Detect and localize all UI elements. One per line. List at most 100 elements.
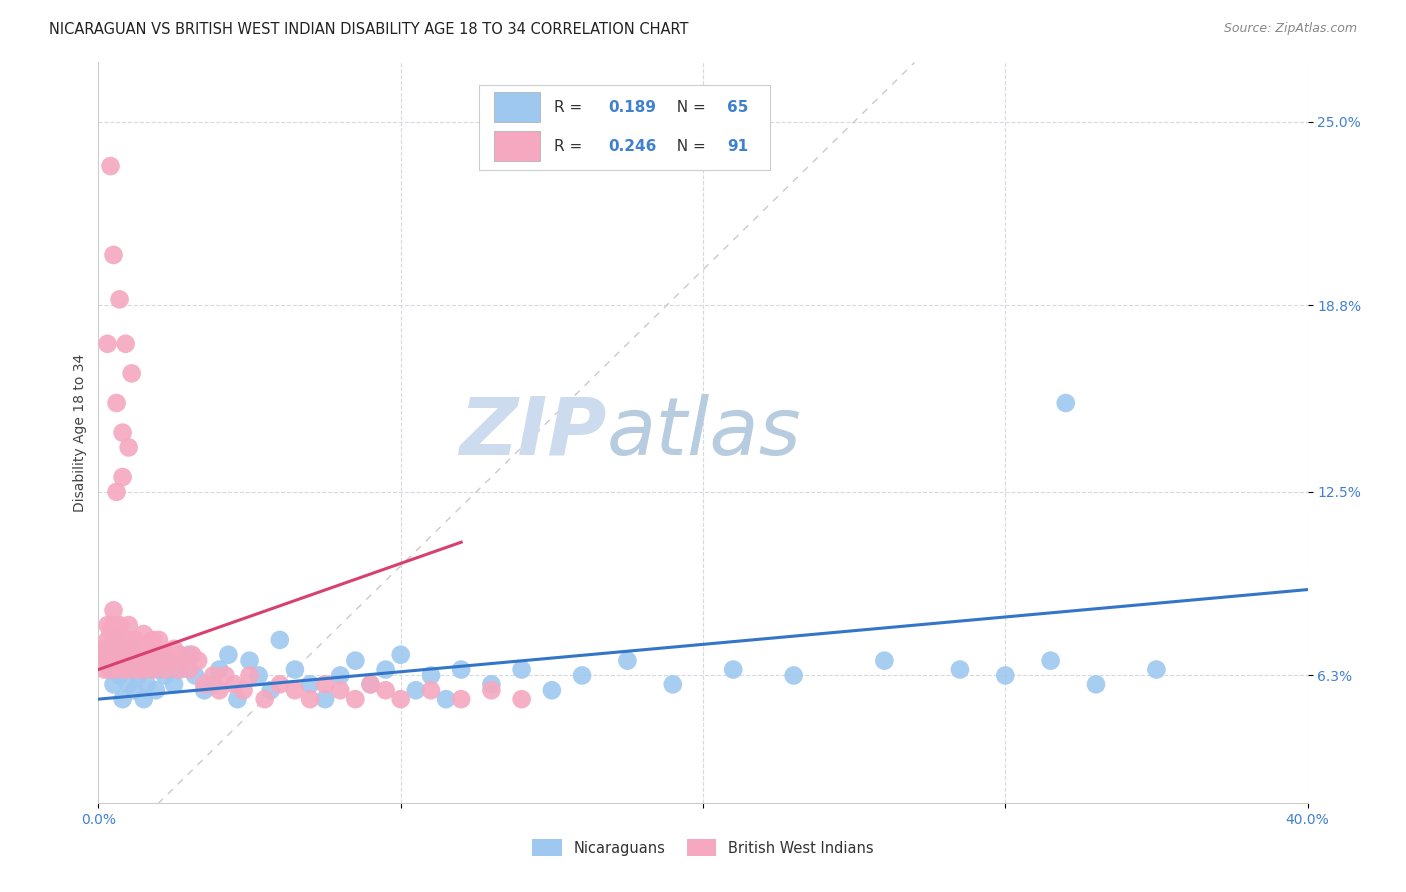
Point: [214, 668, 236, 682]
Point: [108, 668, 131, 682]
Point: [100, 624, 122, 638]
Text: 91: 91: [727, 139, 748, 154]
Point: [96, 618, 118, 632]
Legend: Nicaraguans, British West Indians: Nicaraguans, British West Indians: [527, 834, 879, 863]
Point: [374, 683, 396, 698]
Point: [253, 692, 276, 706]
Point: [121, 641, 143, 656]
Point: [127, 663, 149, 677]
Point: [105, 632, 128, 647]
Point: [118, 441, 141, 455]
Point: [150, 654, 173, 668]
Point: [96, 632, 118, 647]
Point: [121, 654, 143, 668]
Point: [96, 641, 118, 656]
Text: atlas: atlas: [606, 393, 801, 472]
FancyBboxPatch shape: [494, 92, 540, 122]
Point: [163, 641, 186, 656]
Point: [510, 663, 533, 677]
Point: [160, 654, 183, 668]
Text: ZIP: ZIP: [458, 393, 606, 472]
Point: [114, 336, 136, 351]
Point: [202, 668, 225, 682]
Point: [145, 654, 167, 668]
Point: [103, 618, 125, 632]
Point: [118, 677, 141, 691]
Point: [1144, 663, 1167, 677]
Point: [100, 654, 122, 668]
Point: [153, 668, 176, 682]
Point: [142, 663, 165, 677]
Point: [873, 654, 896, 668]
Point: [169, 648, 191, 662]
Point: [783, 668, 806, 682]
Point: [184, 668, 207, 682]
Point: [132, 641, 155, 656]
Point: [949, 663, 972, 677]
Point: [314, 692, 336, 706]
Point: [540, 683, 562, 698]
Point: [139, 648, 162, 662]
Point: [142, 648, 165, 662]
Point: [111, 470, 134, 484]
Point: [132, 663, 155, 677]
Point: [420, 683, 443, 698]
Point: [103, 248, 125, 262]
Point: [93, 654, 115, 668]
Point: [108, 293, 131, 307]
Point: [179, 663, 201, 677]
Point: [314, 677, 336, 691]
Point: [1085, 677, 1108, 691]
Point: [217, 648, 239, 662]
Point: [111, 692, 134, 706]
Text: NICARAGUAN VS BRITISH WEST INDIAN DISABILITY AGE 18 TO 34 CORRELATION CHART: NICARAGUAN VS BRITISH WEST INDIAN DISABI…: [49, 22, 689, 37]
Point: [96, 648, 118, 662]
Point: [118, 618, 141, 632]
Text: 0.246: 0.246: [609, 139, 657, 154]
Point: [127, 648, 149, 662]
Point: [163, 677, 186, 691]
Point: [239, 668, 262, 682]
Point: [105, 624, 128, 638]
Point: [156, 648, 179, 662]
Point: [114, 648, 136, 662]
Point: [145, 683, 167, 698]
Point: [100, 641, 122, 656]
Point: [405, 683, 427, 698]
Point: [93, 641, 115, 656]
Point: [135, 677, 157, 691]
Text: R =: R =: [554, 139, 588, 154]
Point: [108, 618, 131, 632]
Point: [202, 677, 225, 691]
Point: [103, 632, 125, 647]
Text: 0.189: 0.189: [609, 100, 657, 115]
Point: [481, 683, 503, 698]
Point: [434, 692, 457, 706]
Point: [90, 654, 112, 668]
Text: R =: R =: [554, 100, 588, 115]
Point: [172, 654, 194, 668]
Point: [111, 648, 134, 662]
Point: [118, 663, 141, 677]
Point: [100, 159, 122, 173]
Point: [450, 692, 472, 706]
Point: [1039, 654, 1062, 668]
Point: [156, 654, 179, 668]
Point: [139, 663, 162, 677]
FancyBboxPatch shape: [479, 85, 769, 169]
Point: [389, 648, 412, 662]
Point: [118, 632, 141, 647]
Point: [103, 663, 125, 677]
Point: [193, 683, 215, 698]
Y-axis label: Disability Age 18 to 34: Disability Age 18 to 34: [73, 353, 87, 512]
Point: [108, 632, 131, 647]
Point: [420, 668, 443, 682]
Point: [111, 663, 134, 677]
Point: [1054, 396, 1077, 410]
Point: [616, 654, 638, 668]
Point: [111, 425, 134, 440]
Text: Source: ZipAtlas.com: Source: ZipAtlas.com: [1223, 22, 1357, 36]
Point: [226, 692, 249, 706]
Point: [100, 663, 122, 677]
Point: [329, 668, 352, 682]
